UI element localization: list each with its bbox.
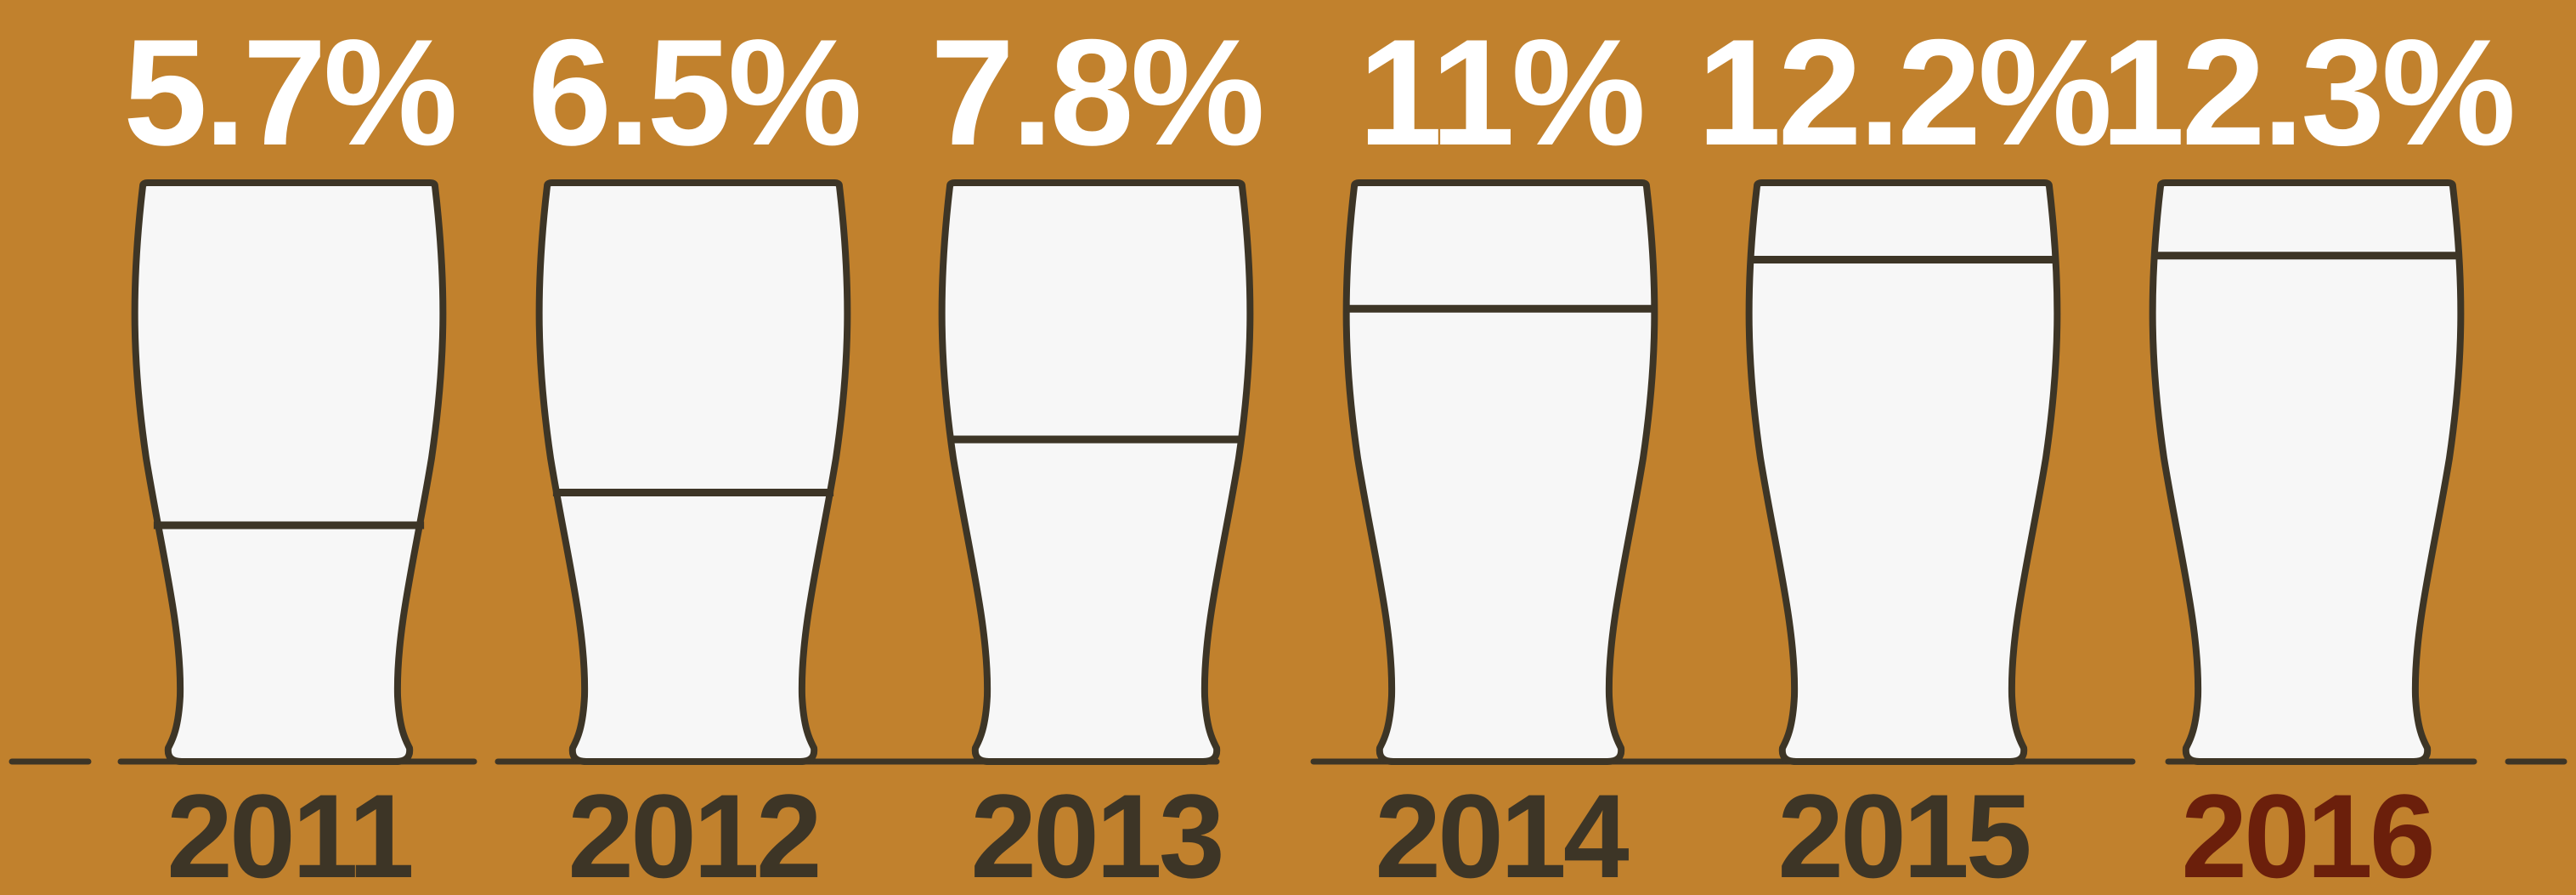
glass-2015 [1745,179,2061,765]
glass-2014 [1342,179,1658,765]
year-label-2014: 2014 [1375,769,1630,895]
glass-layer [131,179,2465,765]
glass-2011 [131,179,447,765]
value-label-2015: 12.2% [1698,8,2110,177]
value-label-2013: 7.8% [930,8,1262,177]
year-label-2013: 2013 [970,769,1221,895]
value-label-2014: 11% [1359,8,1642,177]
glass-2016 [2149,179,2465,765]
year-label-2011: 2011 [167,769,411,895]
year-label-2015: 2015 [1777,769,2029,895]
year-label-2012: 2012 [568,769,818,895]
glass-2013 [938,179,1254,765]
year-label-2016: 2016 [2181,769,2432,895]
glass-2012 [535,179,851,765]
value-label-2012: 6.5% [528,8,859,177]
value-label-2016: 12.3% [2101,8,2513,177]
value-label-2011: 5.7% [123,8,455,177]
label-layer: 5.7% 2011 6.5% 2012 7.8% 2013 11% 2014 12.2% 2015… [123,8,2516,895]
